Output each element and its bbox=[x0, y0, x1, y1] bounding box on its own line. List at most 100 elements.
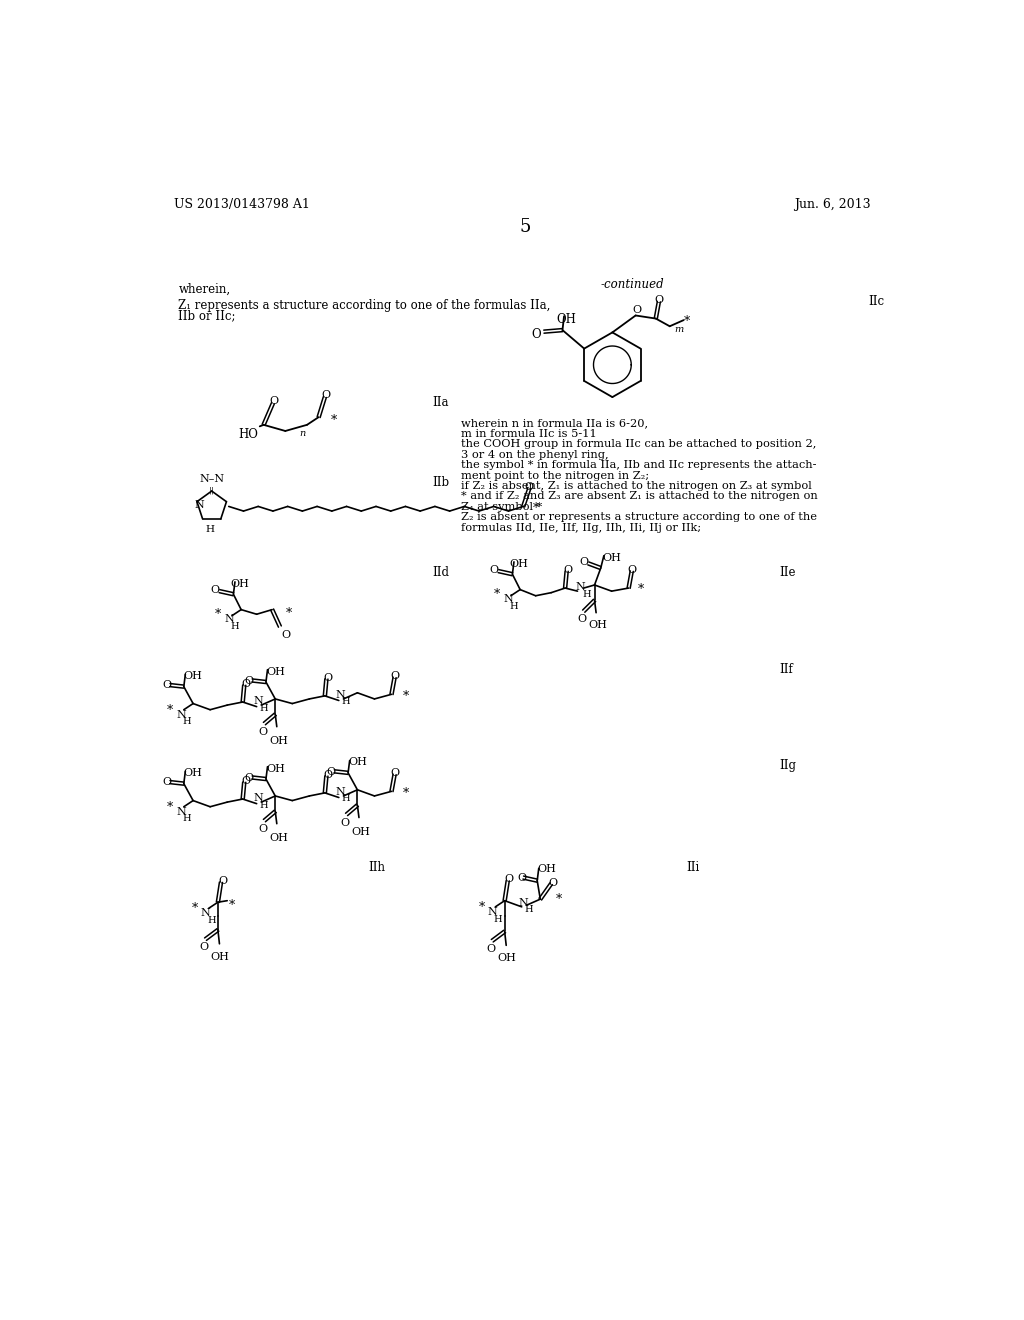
Text: O: O bbox=[241, 776, 250, 785]
Text: O: O bbox=[282, 630, 291, 640]
Text: *: * bbox=[402, 689, 409, 702]
Text: *: * bbox=[167, 704, 173, 717]
Text: O: O bbox=[245, 774, 253, 783]
Text: wherein,: wherein, bbox=[178, 284, 230, 296]
Text: H: H bbox=[207, 916, 216, 925]
Text: H: H bbox=[182, 814, 190, 824]
Text: O: O bbox=[258, 726, 267, 737]
Text: H: H bbox=[230, 622, 239, 631]
Text: N: N bbox=[336, 787, 345, 797]
Text: Jun. 6, 2013: Jun. 6, 2013 bbox=[795, 198, 871, 211]
Text: if Z₂ is absent, Z₁ is attached to the nitrogen on Z₃ at symbol: if Z₂ is absent, Z₁ is attached to the n… bbox=[461, 480, 812, 491]
Text: N: N bbox=[176, 710, 185, 719]
Text: O: O bbox=[505, 875, 514, 884]
Text: IIb or IIc;: IIb or IIc; bbox=[178, 309, 236, 322]
Text: O: O bbox=[563, 565, 572, 576]
Text: N: N bbox=[518, 898, 528, 908]
Text: *: * bbox=[638, 583, 644, 597]
Text: O: O bbox=[486, 944, 496, 954]
Text: O: O bbox=[548, 878, 557, 887]
Text: O: O bbox=[322, 391, 331, 400]
Text: ment point to the nitrogen in Z₂;: ment point to the nitrogen in Z₂; bbox=[461, 471, 649, 480]
Text: US 2013/0143798 A1: US 2013/0143798 A1 bbox=[174, 198, 310, 211]
Text: *: * bbox=[215, 609, 221, 622]
Text: *: * bbox=[167, 800, 173, 813]
Text: *: * bbox=[228, 899, 234, 912]
Text: IIc: IIc bbox=[868, 296, 885, 309]
Text: OH: OH bbox=[269, 833, 288, 843]
Text: the symbol * in formula IIa, IIb and IIc represents the attach-: the symbol * in formula IIa, IIb and IIc… bbox=[461, 461, 817, 470]
Text: IIh: IIh bbox=[369, 861, 385, 874]
Text: N–N: N–N bbox=[200, 474, 224, 484]
Text: Z₂ is absent or represents a structure according to one of the: Z₂ is absent or represents a structure a… bbox=[461, 512, 817, 523]
Text: Z₄ at symbol *: Z₄ at symbol * bbox=[461, 502, 543, 512]
Text: OH: OH bbox=[266, 763, 285, 774]
Text: O: O bbox=[524, 482, 534, 492]
Text: OH: OH bbox=[269, 737, 288, 746]
Text: wherein n in formula IIa is 6-20,: wherein n in formula IIa is 6-20, bbox=[461, 418, 648, 429]
Text: *: * bbox=[532, 502, 539, 515]
Text: O: O bbox=[218, 876, 227, 886]
Text: *: * bbox=[402, 787, 409, 800]
Text: O: O bbox=[200, 942, 209, 952]
Text: O: O bbox=[210, 585, 219, 595]
Text: O: O bbox=[340, 817, 349, 828]
Text: OH: OH bbox=[210, 952, 229, 961]
Text: N: N bbox=[503, 594, 513, 605]
Text: O: O bbox=[258, 824, 267, 834]
Text: OH: OH bbox=[266, 667, 285, 677]
Text: O: O bbox=[633, 305, 642, 314]
Text: IId: IId bbox=[432, 566, 450, 579]
Text: N: N bbox=[575, 582, 586, 591]
Text: OH: OH bbox=[351, 826, 370, 837]
Text: H: H bbox=[206, 525, 214, 533]
Text: formulas IId, IIe, IIf, IIg, IIh, IIi, IIj or IIk;: formulas IId, IIe, IIf, IIg, IIh, IIi, I… bbox=[461, 523, 701, 532]
Text: N: N bbox=[176, 807, 185, 817]
Text: IIg: IIg bbox=[779, 759, 796, 772]
Text: O: O bbox=[390, 768, 399, 779]
Text: O: O bbox=[579, 557, 588, 568]
Text: H: H bbox=[494, 915, 503, 924]
Text: OH: OH bbox=[538, 863, 556, 874]
Text: H: H bbox=[342, 697, 350, 706]
Text: O: O bbox=[324, 770, 333, 780]
Text: OH: OH bbox=[602, 553, 622, 562]
Text: O: O bbox=[162, 777, 171, 788]
Text: OH: OH bbox=[183, 671, 203, 681]
Text: ||: || bbox=[209, 487, 214, 495]
Text: O: O bbox=[162, 681, 171, 690]
Text: OH: OH bbox=[509, 558, 528, 569]
Text: *: * bbox=[556, 892, 562, 906]
Text: OH: OH bbox=[589, 620, 607, 631]
Text: O: O bbox=[627, 565, 636, 576]
Text: OH: OH bbox=[230, 579, 249, 589]
Text: N: N bbox=[224, 614, 233, 624]
Text: N: N bbox=[195, 500, 205, 511]
Text: IIe: IIe bbox=[779, 566, 796, 579]
Text: O: O bbox=[517, 873, 526, 883]
Text: the COOH group in formula IIc can be attached to position 2,: the COOH group in formula IIc can be att… bbox=[461, 440, 816, 449]
Text: IIa: IIa bbox=[432, 396, 450, 409]
Text: O: O bbox=[327, 767, 336, 776]
Text: H: H bbox=[583, 590, 591, 598]
Text: OH: OH bbox=[497, 953, 516, 964]
Text: m: m bbox=[675, 325, 684, 334]
Text: *: * bbox=[684, 315, 690, 329]
Text: N: N bbox=[254, 793, 263, 803]
Text: H: H bbox=[260, 800, 268, 809]
Text: O: O bbox=[578, 614, 587, 624]
Text: N: N bbox=[201, 908, 211, 919]
Text: IIi: IIi bbox=[686, 861, 699, 874]
Text: m in formula IIc is 5-11: m in formula IIc is 5-11 bbox=[461, 429, 597, 440]
Text: -continued: -continued bbox=[601, 277, 665, 290]
Text: *: * bbox=[191, 903, 198, 915]
Text: H: H bbox=[509, 602, 518, 611]
Text: O: O bbox=[654, 296, 664, 305]
Text: H: H bbox=[182, 718, 190, 726]
Text: O: O bbox=[245, 676, 253, 686]
Text: n: n bbox=[299, 429, 305, 438]
Text: *: * bbox=[331, 414, 337, 428]
Text: *: * bbox=[494, 589, 500, 601]
Text: * and if Z₂ and Z₃ are absent Z₁ is attached to the nitrogen on: * and if Z₂ and Z₃ are absent Z₁ is atta… bbox=[461, 491, 818, 502]
Text: Z₁ represents a structure according to one of the formulas IIa,: Z₁ represents a structure according to o… bbox=[178, 298, 551, 312]
